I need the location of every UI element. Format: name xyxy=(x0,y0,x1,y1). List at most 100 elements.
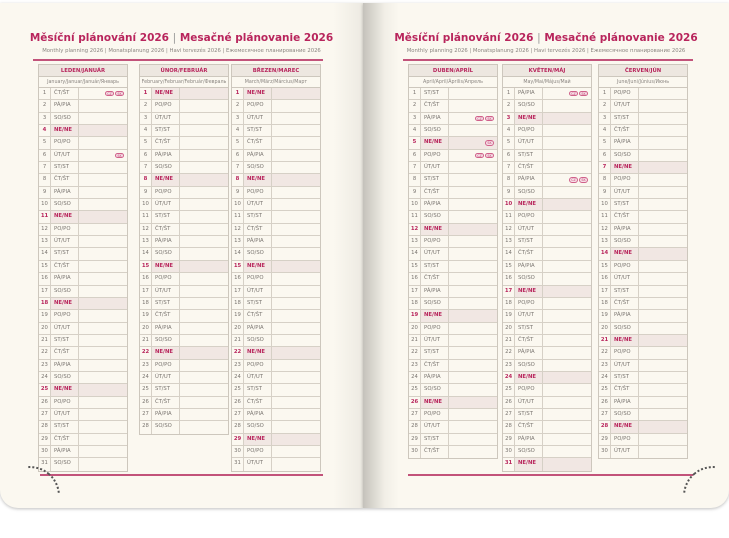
day-note-cell[interactable] xyxy=(79,372,127,383)
day-note-cell[interactable] xyxy=(639,409,687,420)
day-note-cell[interactable] xyxy=(639,323,687,334)
day-note-cell[interactable] xyxy=(449,174,497,185)
day-note-cell[interactable] xyxy=(543,236,591,247)
day-note-cell[interactable] xyxy=(180,335,228,346)
day-note-cell[interactable] xyxy=(639,199,687,210)
day-note-cell[interactable] xyxy=(449,323,497,334)
day-note-cell[interactable] xyxy=(79,286,127,297)
day-note-cell[interactable] xyxy=(543,347,591,358)
day-note-cell[interactable] xyxy=(639,372,687,383)
day-note-cell[interactable] xyxy=(272,199,320,210)
day-note-cell[interactable] xyxy=(449,187,497,198)
day-note-cell[interactable] xyxy=(543,323,591,334)
day-note-cell[interactable] xyxy=(272,100,320,111)
day-note-cell[interactable] xyxy=(639,174,687,185)
day-note-cell[interactable] xyxy=(639,397,687,408)
day-note-cell[interactable] xyxy=(272,248,320,259)
day-note-cell[interactable]: CZ SK xyxy=(79,88,127,99)
day-note-cell[interactable] xyxy=(543,187,591,198)
day-note-cell[interactable] xyxy=(543,162,591,173)
day-note-cell[interactable] xyxy=(180,224,228,235)
day-note-cell[interactable] xyxy=(272,310,320,321)
day-note-cell[interactable] xyxy=(272,162,320,173)
day-note-cell[interactable] xyxy=(639,248,687,260)
day-note-cell[interactable] xyxy=(272,433,320,445)
day-note-cell[interactable] xyxy=(449,223,497,236)
day-note-cell[interactable] xyxy=(180,298,228,309)
day-note-cell[interactable] xyxy=(639,273,687,284)
day-note-cell[interactable] xyxy=(79,409,127,420)
day-note-cell[interactable] xyxy=(639,334,687,347)
day-note-cell[interactable] xyxy=(639,286,687,297)
day-note-cell[interactable] xyxy=(180,409,228,420)
day-note-cell[interactable] xyxy=(449,335,497,346)
day-note-cell[interactable] xyxy=(79,125,127,137)
day-note-cell[interactable] xyxy=(272,384,320,395)
day-note-cell[interactable] xyxy=(272,187,320,198)
day-note-cell[interactable] xyxy=(272,174,320,186)
day-note-cell[interactable] xyxy=(543,150,591,161)
day-note-cell[interactable] xyxy=(449,310,497,322)
day-note-cell[interactable] xyxy=(639,187,687,198)
day-note-cell[interactable] xyxy=(543,360,591,371)
day-note-cell[interactable] xyxy=(543,224,591,235)
day-note-cell[interactable] xyxy=(180,360,228,371)
day-note-cell[interactable] xyxy=(449,446,497,458)
day-note-cell[interactable] xyxy=(79,113,127,124)
day-note-cell[interactable] xyxy=(272,458,320,470)
day-note-cell[interactable] xyxy=(272,347,320,359)
day-note-cell[interactable] xyxy=(449,384,497,395)
day-note-cell[interactable] xyxy=(79,174,127,185)
day-note-cell[interactable]: CZ SK xyxy=(449,113,497,124)
day-note-cell[interactable] xyxy=(639,298,687,309)
day-note-cell[interactable] xyxy=(180,372,228,383)
day-note-cell[interactable] xyxy=(79,211,127,223)
day-note-cell[interactable] xyxy=(79,199,127,210)
day-note-cell[interactable] xyxy=(272,113,320,124)
day-note-cell[interactable] xyxy=(449,372,497,383)
day-note-cell[interactable] xyxy=(543,137,591,148)
day-note-cell[interactable] xyxy=(543,409,591,420)
day-note-cell[interactable] xyxy=(639,310,687,321)
day-note-cell[interactable] xyxy=(543,371,591,384)
day-note-cell[interactable] xyxy=(180,137,228,148)
day-note-cell[interactable] xyxy=(639,384,687,395)
day-note-cell[interactable] xyxy=(272,360,320,371)
day-note-cell[interactable] xyxy=(272,372,320,383)
day-note-cell[interactable] xyxy=(639,125,687,136)
day-note-cell[interactable] xyxy=(272,286,320,297)
day-note-cell[interactable]: SK xyxy=(79,150,127,161)
day-note-cell[interactable] xyxy=(272,397,320,408)
day-note-cell[interactable] xyxy=(180,199,228,210)
day-note-cell[interactable] xyxy=(639,88,687,99)
day-note-cell[interactable] xyxy=(79,187,127,198)
day-note-cell[interactable] xyxy=(180,125,228,136)
day-note-cell[interactable] xyxy=(272,125,320,136)
day-note-cell[interactable] xyxy=(180,211,228,222)
day-note-cell[interactable] xyxy=(449,236,497,247)
day-note-cell[interactable] xyxy=(272,421,320,432)
day-note-cell[interactable] xyxy=(79,397,127,408)
day-note-cell[interactable] xyxy=(180,347,228,359)
day-note-cell[interactable] xyxy=(449,248,497,259)
day-note-cell[interactable] xyxy=(543,298,591,309)
day-note-cell[interactable] xyxy=(180,248,228,259)
day-note-cell[interactable]: CZ SK xyxy=(449,150,497,161)
day-note-cell[interactable] xyxy=(543,397,591,408)
day-note-cell[interactable] xyxy=(543,125,591,136)
day-note-cell[interactable] xyxy=(543,100,591,111)
day-note-cell[interactable] xyxy=(180,150,228,161)
day-note-cell[interactable] xyxy=(180,397,228,408)
day-note-cell[interactable] xyxy=(543,273,591,284)
day-note-cell[interactable] xyxy=(543,285,591,297)
day-note-cell[interactable] xyxy=(79,261,127,272)
day-note-cell[interactable] xyxy=(180,236,228,247)
day-note-cell[interactable] xyxy=(449,396,497,408)
day-note-cell[interactable] xyxy=(449,286,497,297)
day-note-cell[interactable] xyxy=(180,286,228,297)
day-note-cell[interactable] xyxy=(272,409,320,420)
day-note-cell[interactable] xyxy=(543,421,591,432)
day-note-cell[interactable] xyxy=(543,335,591,346)
day-note-cell[interactable] xyxy=(79,273,127,284)
day-note-cell[interactable] xyxy=(272,298,320,309)
